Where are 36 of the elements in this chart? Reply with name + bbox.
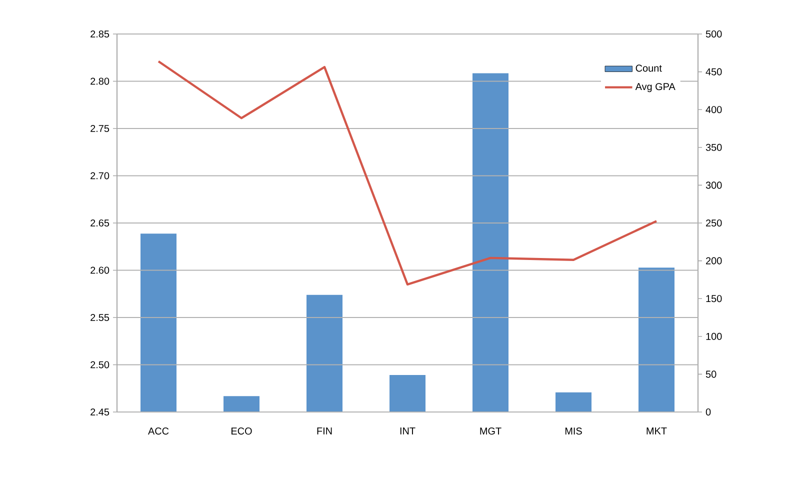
bar [638,268,674,412]
legend-label: Count [636,64,662,72]
x-tick-label: FIN [317,428,332,434]
x-tick-label: MIS [565,428,582,435]
bar [306,294,342,412]
x-tick-label: MKT [646,428,667,434]
bar [556,392,592,412]
y2-tick-label: 50 [706,370,716,378]
y-tick-label: 2.55 [90,314,110,322]
y-tick-label: 2.75 [90,124,110,132]
y2-tick-label: 500 [706,30,722,38]
y2-tick-label: 300 [706,182,722,189]
y2-tick-label: 0 [706,408,711,416]
y-tick-label: 2.60 [90,266,110,274]
y2-tick-label: 200 [706,257,722,264]
x-tick-label: MGT [480,428,502,435]
y2-tick-label: 450 [706,68,722,76]
legend-label: Avg GPA [635,83,676,92]
y2-tick-label: 150 [706,295,722,302]
x-tick-label: INT [400,428,416,434]
y-tick-label: 2.45 [90,408,110,416]
x-tick-label: ECO [232,428,252,435]
y2-tick-label: 250 [706,219,722,227]
bar [140,234,177,412]
y-tick-label: 2.80 [90,78,110,85]
y-tick-label: 2.65 [90,219,110,227]
y-tick-label: 2.70 [90,172,110,180]
y2-tick-label: 350 [706,144,722,151]
y2-tick-label: 400 [706,106,722,114]
y-tick-label: 2.50 [90,361,110,368]
y-tick-label: 2.85 [90,30,110,38]
x-tick-label: ACC [148,428,169,435]
y2-tick-label: 100 [706,332,722,340]
bar [224,396,260,412]
bar [472,73,508,412]
bar [390,374,426,412]
